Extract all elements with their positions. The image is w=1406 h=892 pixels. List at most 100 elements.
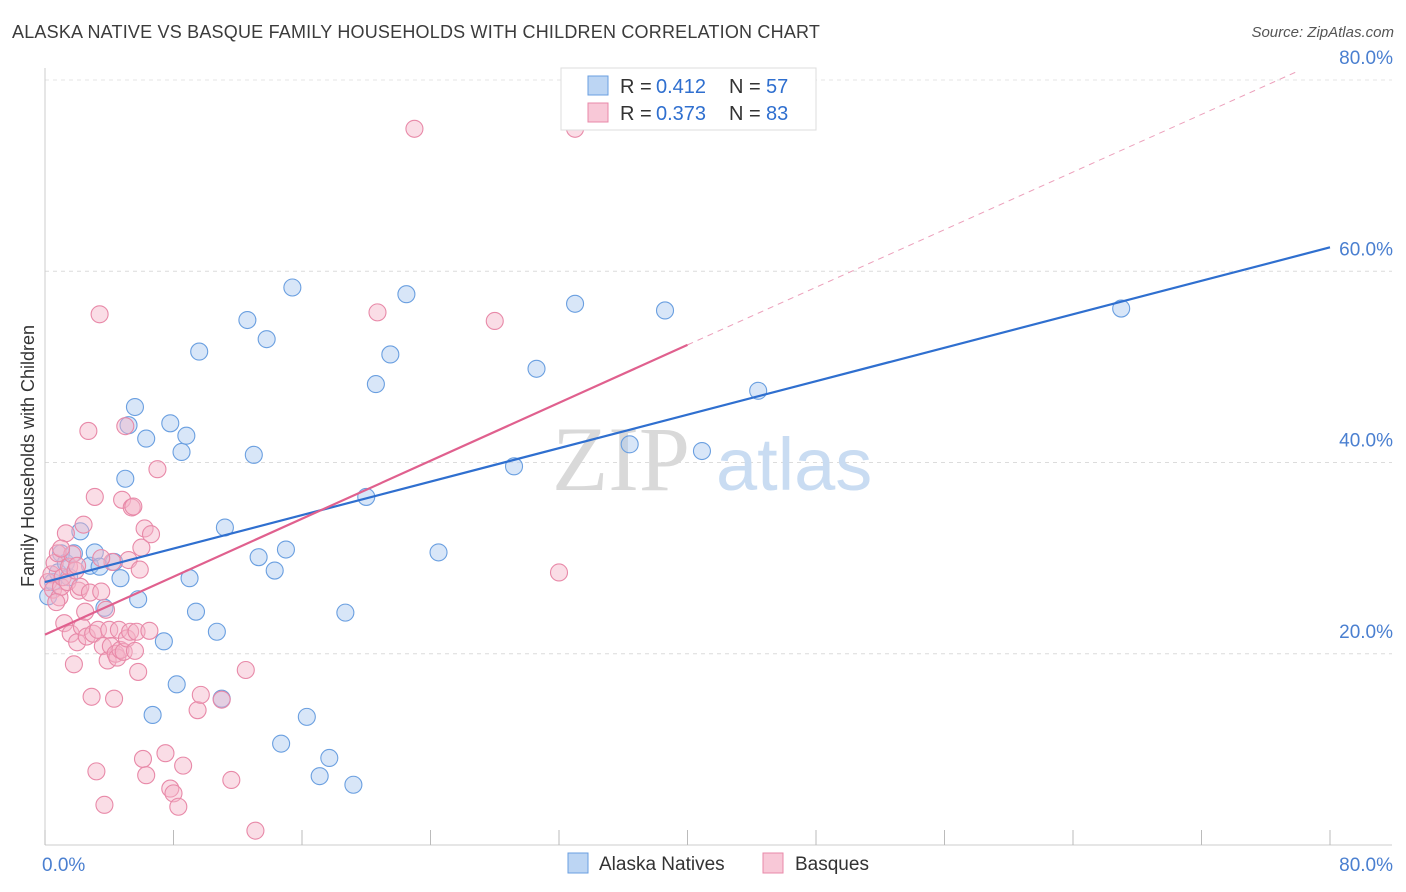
alaska-native-point	[655, 301, 675, 320]
alaska-native-point	[692, 441, 712, 461]
basque-point	[82, 687, 101, 706]
basque-point	[169, 797, 188, 816]
basque-point	[116, 417, 135, 436]
legend-swatch-blue	[587, 75, 609, 96]
watermark-zip: ZIP	[552, 408, 690, 510]
basque-point	[121, 622, 140, 641]
grid-layer	[45, 79, 1392, 655]
basque-point	[161, 779, 180, 798]
legend-r-value-2: 0.373	[656, 103, 706, 125]
alaska-native-point	[161, 414, 180, 433]
basque-point	[71, 577, 90, 596]
alaska-native-point	[154, 632, 173, 651]
alaska-native-point	[186, 602, 206, 621]
basque-point	[191, 685, 210, 704]
basque-point	[246, 821, 265, 840]
y-tick-label: 40.0%	[1339, 431, 1393, 452]
basque-point	[129, 662, 148, 681]
alaska-native-point	[283, 278, 302, 297]
alaska-native-point	[172, 442, 191, 462]
alaska-native-point	[320, 748, 339, 768]
basque-point	[48, 544, 67, 563]
legend-r-label-1: R =	[620, 76, 652, 98]
alaska-native-point	[297, 707, 316, 726]
bottom-legend-label-basques: Basques	[795, 854, 869, 875]
basque-point	[85, 487, 104, 506]
alaska-native-point	[257, 330, 276, 349]
basque-point	[222, 770, 241, 790]
basque-point	[141, 525, 161, 544]
alaska-native-point	[207, 622, 226, 641]
basque-point	[125, 641, 144, 660]
basque-point	[95, 795, 114, 814]
legend-n-label-1: N =	[729, 76, 761, 98]
y-tick-label: 60.0%	[1339, 239, 1393, 260]
basque-point	[148, 460, 167, 479]
legend-r-value-1: 0.412	[656, 76, 706, 98]
basque-point	[105, 689, 124, 708]
basque-point	[368, 303, 387, 322]
basque-trendline-extension	[687, 71, 1297, 346]
legend-n-value-1: 57	[766, 76, 788, 98]
basque-point	[47, 593, 66, 612]
legend-n-label-2: N =	[729, 103, 761, 125]
basque-point	[56, 524, 75, 543]
alaska-native-point	[620, 435, 639, 454]
alaska-native-point	[366, 375, 385, 394]
basque-point	[52, 539, 71, 558]
legend-box: R = 0.412 N = 57 R = 0.373 N = 83	[560, 67, 817, 131]
watermark: ZIP atlas	[552, 408, 872, 510]
alaska-native-point	[276, 540, 295, 559]
alaska-native-point	[137, 429, 156, 448]
alaska-native-trendline	[44, 246, 1331, 584]
basque-point	[92, 582, 111, 601]
alaska-native-point	[177, 426, 196, 445]
basque-point	[92, 549, 111, 568]
chart-source: Source: ZipAtlas.com	[1251, 24, 1394, 41]
y-axis-label: Family Households with Children	[18, 325, 38, 587]
basque-point	[405, 119, 424, 138]
alaska-native-point	[310, 767, 329, 786]
points-layer	[39, 119, 1131, 840]
basque-point	[130, 560, 149, 579]
alaska-native-point	[272, 734, 291, 753]
bottom-legend-label-alaska: Alaska Natives	[599, 854, 725, 875]
basque-point	[174, 756, 193, 775]
alaska-native-point	[244, 445, 263, 464]
basque-point	[188, 701, 207, 720]
alaska-native-point	[167, 675, 186, 694]
bottom-legend-swatch-pink	[762, 852, 784, 874]
watermark-atlas: atlas	[716, 423, 872, 506]
bottom-legend-swatch-blue	[567, 852, 589, 874]
chart-title: ALASKA NATIVE VS BASQUE FAMILY HOUSEHOLD…	[12, 22, 821, 42]
basque-point	[113, 490, 132, 509]
basque-point	[137, 766, 156, 785]
legend-n-value-2: 83	[766, 103, 788, 125]
alaska-native-point	[397, 285, 416, 304]
basque-point	[74, 515, 93, 534]
basque-point	[79, 421, 98, 440]
basque-point	[87, 762, 106, 781]
alaska-native-point	[238, 310, 257, 330]
y-tick-label: 20.0%	[1339, 622, 1393, 643]
basque-point	[164, 784, 183, 803]
basque-point	[236, 660, 255, 680]
alaska-native-point	[429, 543, 448, 562]
legend-r-label-2: R =	[620, 103, 652, 125]
basque-point	[133, 749, 153, 768]
axes-layer: 20.0% 40.0% 60.0% 80.0% 0.0% 80.0%	[42, 48, 1393, 876]
alaska-native-point	[116, 469, 135, 488]
alaska-native-point	[111, 569, 130, 588]
basque-point	[100, 620, 119, 639]
alaska-native-point	[527, 359, 546, 378]
basque-point	[90, 305, 109, 324]
x-tick-label: 80.0%	[1339, 855, 1393, 876]
basque-point	[212, 690, 231, 709]
basque-point	[549, 563, 569, 582]
basque-point	[64, 655, 83, 674]
basque-point	[140, 621, 159, 640]
basque-point	[127, 622, 146, 641]
alaska-native-point	[381, 345, 400, 364]
legend-swatch-pink	[587, 102, 609, 123]
